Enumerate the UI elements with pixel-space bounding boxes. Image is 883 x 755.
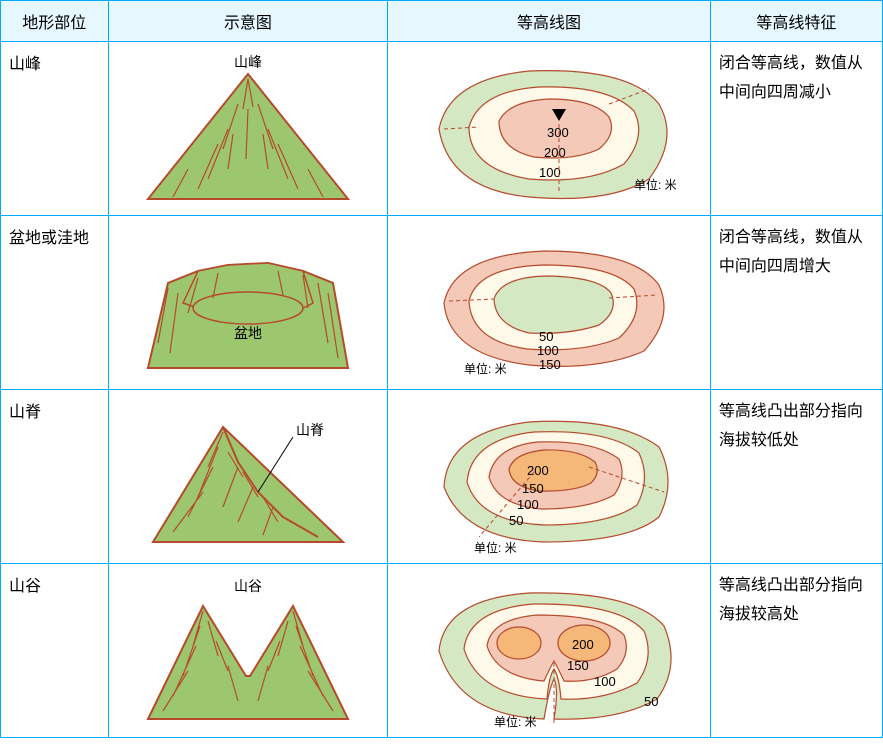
svg-text:山峰: 山峰 bbox=[234, 54, 262, 70]
feature-name: 山谷 bbox=[1, 564, 109, 738]
svg-text:150: 150 bbox=[539, 357, 561, 372]
peak-contour: 300 200 100 单位: 米 bbox=[409, 49, 689, 209]
schematic-cell: 山脊 bbox=[108, 390, 388, 564]
svg-text:单位: 米: 单位: 米 bbox=[464, 361, 507, 376]
ridge-contour: 200 150 100 50 单位: 米 bbox=[409, 397, 689, 557]
svg-text:200: 200 bbox=[572, 637, 594, 652]
feature-desc: 闭合等高线，数值从中间向四周减小 bbox=[710, 42, 882, 216]
header-col4: 等高线特征 bbox=[710, 1, 882, 42]
svg-text:50: 50 bbox=[539, 329, 553, 344]
svg-text:盆地: 盆地 bbox=[234, 325, 262, 341]
valley-schematic: 山谷 bbox=[128, 571, 368, 731]
feature-desc: 等高线凸出部分指向海拔较高处 bbox=[710, 564, 882, 738]
svg-text:50: 50 bbox=[509, 513, 523, 528]
contour-cell: 300 200 100 单位: 米 bbox=[388, 42, 711, 216]
svg-text:单位: 米: 单位: 米 bbox=[634, 177, 677, 192]
table-row: 盆地或洼地 盆地 bbox=[1, 216, 883, 390]
feature-name: 盆地或洼地 bbox=[1, 216, 109, 390]
feature-name: 山脊 bbox=[1, 390, 109, 564]
table-row: 山脊 山脊 bbox=[1, 390, 883, 564]
svg-text:单位: 米: 单位: 米 bbox=[474, 540, 517, 555]
terrain-table: 地形部位 示意图 等高线图 等高线特征 山峰 山峰 bbox=[0, 0, 883, 738]
basin-schematic: 盆地 bbox=[128, 223, 368, 383]
svg-text:200: 200 bbox=[544, 145, 566, 160]
contour-cell: 200 150 100 50 单位: 米 bbox=[388, 390, 711, 564]
table-row: 山峰 山峰 300 bbox=[1, 42, 883, 216]
header-col1: 地形部位 bbox=[1, 1, 109, 42]
svg-text:300: 300 bbox=[547, 125, 569, 140]
contour-cell: 200 150 100 50 单位: 米 bbox=[388, 564, 711, 738]
basin-contour: 50 100 150 单位: 米 bbox=[409, 223, 689, 383]
peak-schematic: 山峰 bbox=[128, 49, 368, 209]
svg-text:山脊: 山脊 bbox=[296, 422, 324, 438]
svg-text:150: 150 bbox=[522, 481, 544, 496]
ridge-schematic: 山脊 bbox=[128, 397, 368, 557]
header-col3: 等高线图 bbox=[388, 1, 711, 42]
schematic-cell: 盆地 bbox=[108, 216, 388, 390]
feature-desc: 等高线凸出部分指向海拔较低处 bbox=[710, 390, 882, 564]
feature-desc: 闭合等高线，数值从中间向四周增大 bbox=[710, 216, 882, 390]
valley-contour: 200 150 100 50 单位: 米 bbox=[409, 571, 689, 731]
svg-text:50: 50 bbox=[644, 694, 658, 709]
svg-text:山谷: 山谷 bbox=[234, 578, 262, 594]
table-row: 山谷 山谷 bbox=[1, 564, 883, 738]
svg-text:100: 100 bbox=[539, 165, 561, 180]
svg-text:单位: 米: 单位: 米 bbox=[494, 714, 537, 729]
svg-text:200: 200 bbox=[527, 463, 549, 478]
header-col2: 示意图 bbox=[108, 1, 388, 42]
contour-cell: 50 100 150 单位: 米 bbox=[388, 216, 711, 390]
svg-text:100: 100 bbox=[517, 497, 539, 512]
svg-text:100: 100 bbox=[537, 343, 559, 358]
svg-text:150: 150 bbox=[567, 658, 589, 673]
feature-name: 山峰 bbox=[1, 42, 109, 216]
schematic-cell: 山谷 bbox=[108, 564, 388, 738]
svg-text:100: 100 bbox=[594, 674, 616, 689]
schematic-cell: 山峰 bbox=[108, 42, 388, 216]
